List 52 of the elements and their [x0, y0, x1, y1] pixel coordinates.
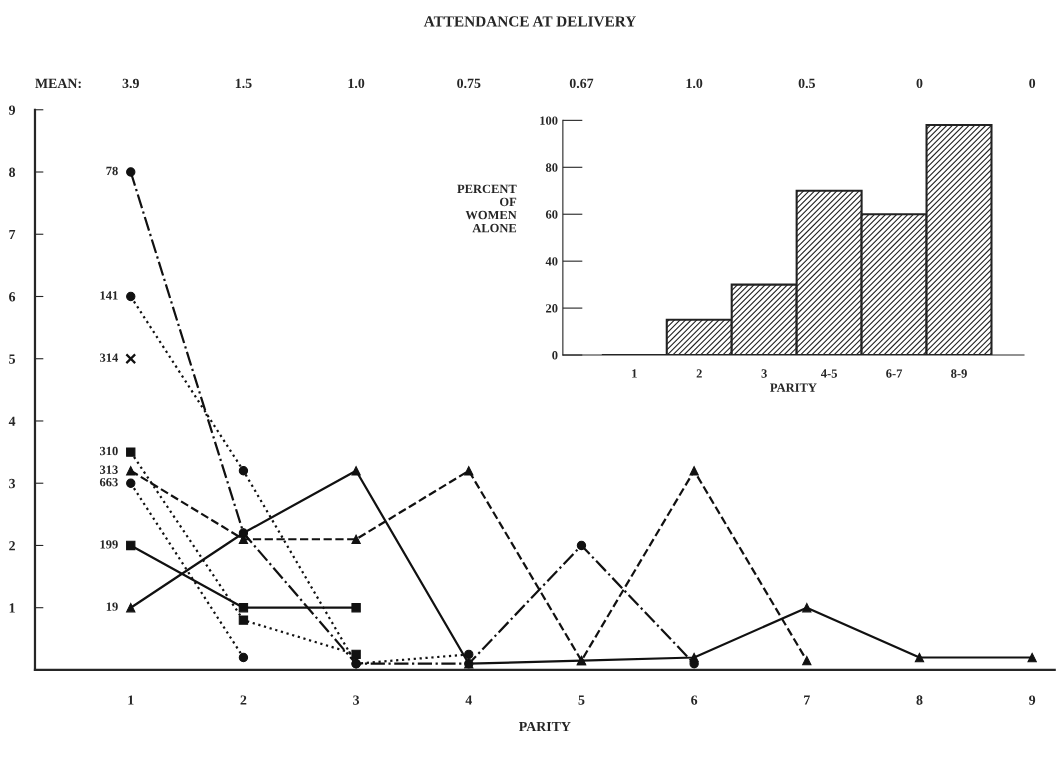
y-tick-label: 0 [552, 351, 558, 360]
x-tick-label: 1 [632, 369, 637, 378]
y-tick-label: 80 [545, 163, 558, 172]
x-tick-label: 4-5 [820, 369, 837, 378]
y-tick-label: 60 [545, 210, 558, 219]
y-axis-title: PERCENT OF WOMEN ALONE [457, 184, 517, 233]
text: 0.5 [798, 78, 815, 89]
x-tick-label: 5 [578, 695, 585, 705]
text: 1.0 [348, 78, 365, 89]
series-label: 141 [100, 291, 118, 300]
series-label: 19 [106, 602, 118, 611]
x-tick-label: 4 [465, 695, 472, 705]
x-tick-label: 2 [696, 369, 702, 378]
y-tick-label: 6 [9, 292, 16, 302]
series-label: 78 [106, 166, 118, 176]
x-tick-label: 1 [128, 695, 134, 705]
y-tick-label: 3 [9, 478, 16, 489]
text: 1.0 [686, 78, 703, 89]
x-tick-label: 9 [1029, 695, 1036, 705]
y-tick-label: 7 [9, 229, 16, 240]
text: 0 [916, 78, 923, 89]
x-tick-label: 6 [691, 695, 698, 705]
x-tick-label: 2 [240, 695, 247, 705]
x-tick-label: 3 [353, 695, 360, 705]
y-tick-label: 8 [9, 167, 16, 177]
y-tick-label: 9 [8, 105, 16, 115]
chart-title: ATTENDANCE AT DELIVERY [423, 16, 636, 27]
series-label: 199 [100, 540, 118, 549]
series-label: 310 [99, 446, 118, 456]
y-tick-label: 20 [546, 304, 558, 313]
x-tick-label: 7 [804, 695, 810, 705]
text: 0.75 [457, 78, 481, 89]
y-tick-label: 5 [9, 354, 16, 364]
series-label: 663 [99, 477, 118, 487]
x-axis-title: PARITY [770, 383, 817, 392]
y-tick-label: 4 [8, 416, 16, 426]
y-tick-label: 2 [9, 541, 15, 551]
y-tick-label: 40 [545, 257, 558, 266]
y-tick-label: 100 [540, 116, 558, 125]
x-axis-title: PARITY [518, 721, 571, 732]
text: 3.9 [122, 78, 139, 89]
y-tick-label: 1 [9, 603, 15, 613]
text: 0 [1029, 78, 1036, 89]
x-tick-label: 3 [761, 369, 767, 378]
series-label: 313 [99, 465, 118, 474]
text: 0.67 [569, 78, 594, 89]
x-tick-label: 8 [916, 695, 923, 705]
text: 1.5 [235, 78, 252, 89]
text: MEAN: [35, 78, 81, 89]
x-tick-label: 6-7 [886, 369, 903, 378]
x-tick-label: 8-9 [951, 369, 967, 378]
series-label: 314 [99, 353, 119, 362]
